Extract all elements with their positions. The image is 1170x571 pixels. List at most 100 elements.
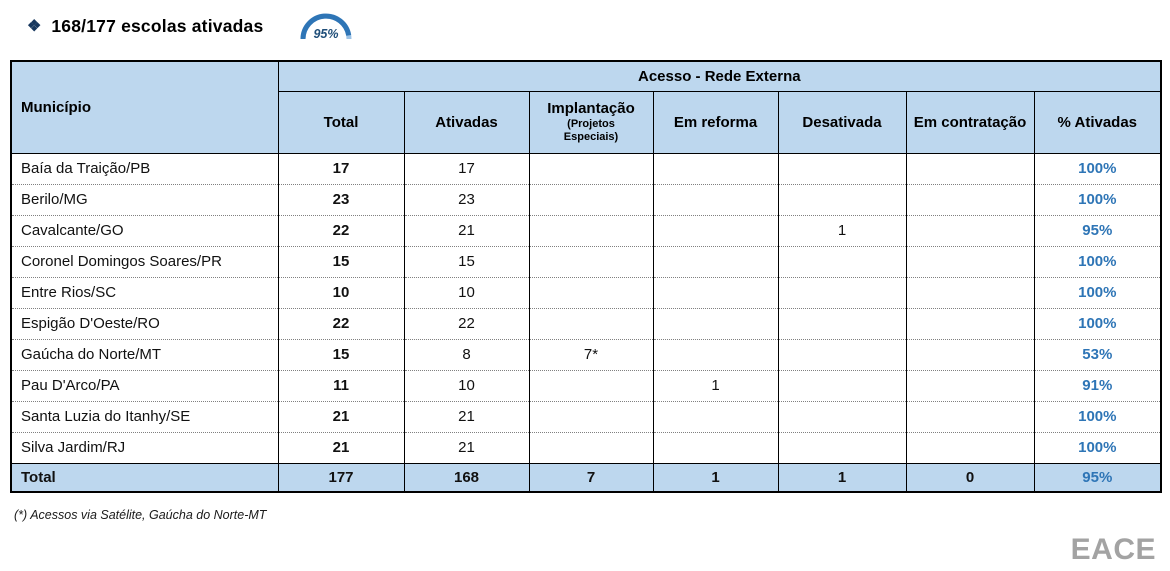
cell-reforma <box>652 246 779 278</box>
cell-municipio: Berilo/MG <box>10 184 279 216</box>
cell-total: 15 <box>277 339 405 371</box>
cell-contratacao <box>905 184 1035 216</box>
column-header-em-contratacao: Em contratação <box>905 90 1035 154</box>
cell-contratacao <box>905 215 1035 247</box>
cell-pct: 100% <box>1033 277 1162 309</box>
cell-ativadas: 8 <box>403 339 530 371</box>
cell-municipio: Gaúcha do Norte/MT <box>10 339 279 371</box>
column-header-total: Total <box>277 90 405 154</box>
cell-ativadas: 10 <box>403 277 530 309</box>
cell-ativadas: 23 <box>403 184 530 216</box>
cell-reforma: 1 <box>652 462 779 492</box>
cell-contratacao <box>905 153 1035 185</box>
cell-ativadas: 17 <box>403 153 530 185</box>
cell-reforma: 1 <box>652 370 779 402</box>
cell-desativada: 1 <box>777 215 907 247</box>
cell-contratacao <box>905 308 1035 340</box>
cell-pct: 100% <box>1033 432 1162 464</box>
column-header-implantacao: Implantação (Projetos Especiais) <box>528 90 654 154</box>
cell-pct: 100% <box>1033 184 1162 216</box>
cell-total: 177 <box>277 462 405 492</box>
table-row: Baía da Traição/PB 17 17 100% <box>10 153 1162 185</box>
column-header-em-reforma: Em reforma <box>652 90 779 154</box>
cell-contratacao: 0 <box>905 462 1035 492</box>
cell-municipio: Santa Luzia do Itanhy/SE <box>10 401 279 433</box>
cell-desativada: 1 <box>777 462 907 492</box>
cell-desativada <box>777 184 907 216</box>
cell-desativada <box>777 153 907 185</box>
table-header: Município Acesso - Rede Externa Total At… <box>10 60 1162 154</box>
cell-total: 23 <box>277 184 405 216</box>
cell-total: 17 <box>277 153 405 185</box>
cell-total: 10 <box>277 277 405 309</box>
table-body: Baía da Traição/PB 17 17 100% Berilo/MG 23 23 1… <box>10 153 1162 492</box>
cell-desativada <box>777 246 907 278</box>
column-header-pct-ativadas: % Ativadas <box>1033 90 1162 154</box>
cell-contratacao <box>905 432 1035 464</box>
cell-total: 22 <box>277 215 405 247</box>
cell-implantacao <box>528 277 654 309</box>
table-row: Santa Luzia do Itanhy/SE 21 21 100% <box>10 401 1162 433</box>
column-header-implantacao-sublabel: (Projetos Especiais) <box>563 118 619 143</box>
cell-municipio: Entre Rios/SC <box>10 277 279 309</box>
cell-municipio: Total <box>10 462 279 492</box>
cell-implantacao: 7 <box>528 462 654 492</box>
cell-ativadas: 21 <box>403 215 530 247</box>
cell-implantacao <box>528 153 654 185</box>
cell-ativadas: 22 <box>403 308 530 340</box>
cell-ativadas: 15 <box>403 246 530 278</box>
schools-table: Município Acesso - Rede Externa Total At… <box>10 60 1163 493</box>
cell-implantacao <box>528 246 654 278</box>
gauge-badge: 95% <box>297 10 355 42</box>
cell-ativadas: 168 <box>403 462 530 492</box>
cell-total: 15 <box>277 246 405 278</box>
cell-reforma <box>652 277 779 309</box>
cell-implantacao <box>528 184 654 216</box>
cell-municipio: Espigão D'Oeste/RO <box>10 308 279 340</box>
cell-contratacao <box>905 401 1035 433</box>
group-header-acesso-rede-externa: Acesso - Rede Externa <box>277 60 1162 92</box>
column-header-implantacao-label: Implantação <box>547 100 635 118</box>
cell-pct: 95% <box>1033 215 1162 247</box>
cell-implantacao <box>528 401 654 433</box>
cell-ativadas: 10 <box>403 370 530 402</box>
table-row: Pau D'Arco/PA 11 10 1 91% <box>10 370 1162 402</box>
cell-pct: 53% <box>1033 339 1162 371</box>
column-header-municipio: Município <box>10 60 279 154</box>
cell-reforma <box>652 215 779 247</box>
footnote: (*) Acessos via Satélite, Gaúcha do Nort… <box>14 508 267 522</box>
gauge-value: 95% <box>314 27 339 41</box>
table-row: Silva Jardim/RJ 21 21 100% <box>10 432 1162 464</box>
cell-contratacao <box>905 370 1035 402</box>
cell-reforma <box>652 339 779 371</box>
cell-total: 21 <box>277 432 405 464</box>
page-title: 168/177 escolas ativadas <box>51 15 264 36</box>
cell-contratacao <box>905 339 1035 371</box>
cell-municipio: Silva Jardim/RJ <box>10 432 279 464</box>
cell-municipio: Cavalcante/GO <box>10 215 279 247</box>
gauge-icon: 95% <box>300 13 352 41</box>
cell-pct: 100% <box>1033 153 1162 185</box>
cell-pct: 100% <box>1033 308 1162 340</box>
table-row: Berilo/MG 23 23 100% <box>10 184 1162 216</box>
cell-desativada <box>777 401 907 433</box>
table-row: Entre Rios/SC 10 10 100% <box>10 277 1162 309</box>
cell-reforma <box>652 432 779 464</box>
cell-contratacao <box>905 246 1035 278</box>
diamond-bullet-icon: ❖ <box>27 18 42 35</box>
cell-implantacao <box>528 215 654 247</box>
cell-total: 21 <box>277 401 405 433</box>
column-header-ativadas: Ativadas <box>403 90 530 154</box>
cell-desativada <box>777 370 907 402</box>
title-bar: ❖ 168/177 escolas ativadas 95% <box>0 0 1170 42</box>
cell-desativada <box>777 339 907 371</box>
cell-reforma <box>652 401 779 433</box>
total-row: Total 177 168 7 1 1 0 95% <box>10 462 1162 492</box>
table-row: Gaúcha do Norte/MT 15 8 7* 53% <box>10 339 1162 371</box>
cell-reforma <box>652 153 779 185</box>
cell-desativada <box>777 432 907 464</box>
cell-pct: 91% <box>1033 370 1162 402</box>
cell-pct: 95% <box>1033 462 1162 492</box>
cell-contratacao <box>905 277 1035 309</box>
cell-total: 11 <box>277 370 405 402</box>
